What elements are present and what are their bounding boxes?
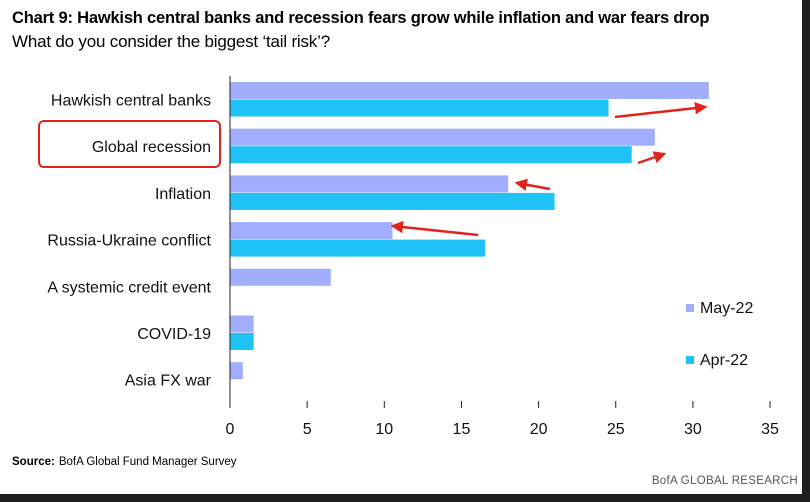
bar-may-22-covid-19 (230, 315, 254, 333)
change-arrow-hawkish (614, 101, 708, 119)
brand-label: BofA GLOBAL RESEARCH (651, 475, 798, 487)
legend-swatch-may-22 (686, 304, 694, 312)
x-tick-label-15: 15 (453, 421, 471, 438)
change-arrow-russia-ukraine (390, 220, 479, 237)
category-label-hawkish-central-banks: Hawkish central banks (51, 93, 211, 110)
source-note: Source: BofA Global Fund Manager Survey (12, 456, 237, 468)
chart-card: Chart 9: Hawkish central banks and reces… (0, 0, 802, 494)
category-label-russia-ukraine-conflict: Russia-Ukraine conflict (47, 233, 211, 250)
bar-may-22-global-recession (230, 128, 655, 146)
bar-chart: 0 5 10 15 20 25 30 35 Hawkish central banks Globa… (47, 76, 779, 438)
change-arrow-global-recession (637, 151, 667, 165)
x-tick-label-5: 5 (303, 421, 312, 438)
bar-apr-22-global-recession (230, 146, 632, 164)
x-tick-label-35: 35 (761, 421, 779, 438)
chart-subtitle: What do you consider the biggest ‘tail r… (12, 32, 330, 51)
category-label-asia-fx-war: Asia FX war (125, 373, 212, 390)
legend-label-may-22: May-22 (700, 300, 753, 317)
chart-title: Chart 9: Hawkish central banks and reces… (12, 9, 710, 27)
category-label-inflation: Inflation (155, 186, 211, 203)
bar-may-22-inflation (230, 175, 509, 193)
x-tick-label-0: 0 (226, 421, 235, 438)
bar-apr-22-russia-ukraine-conflict (230, 239, 486, 257)
category-label-covid-19: COVID-19 (137, 326, 211, 343)
x-tick-label-20: 20 (530, 421, 548, 438)
legend-swatch-apr-22 (686, 356, 694, 364)
change-arrow-inflation (514, 178, 551, 191)
source-text: BofA Global Fund Manager Survey (58, 456, 237, 468)
bar-may-22-a-systemic-credit-event (230, 268, 331, 286)
legend-label-apr-22: Apr-22 (700, 352, 748, 369)
bar-may-22-hawkish-central-banks (230, 82, 709, 99)
x-tick-label-30: 30 (684, 421, 702, 438)
bar-may-22-russia-ukraine-conflict (230, 222, 393, 240)
highlight-box-global-recession (38, 120, 221, 168)
bar-apr-22-covid-19 (230, 333, 254, 350)
bar-apr-22-inflation (230, 192, 555, 210)
x-tick-label-10: 10 (375, 421, 393, 438)
bar-apr-22-hawkish-central-banks (230, 99, 609, 117)
x-tick-label-25: 25 (607, 421, 625, 438)
category-label-global-recession: Global recession (92, 139, 211, 156)
source-label: Source: (12, 456, 55, 468)
bar-may-22-asia-fx-war (230, 362, 243, 380)
category-label-a-systemic-credit-event: A systemic credit event (47, 279, 211, 296)
